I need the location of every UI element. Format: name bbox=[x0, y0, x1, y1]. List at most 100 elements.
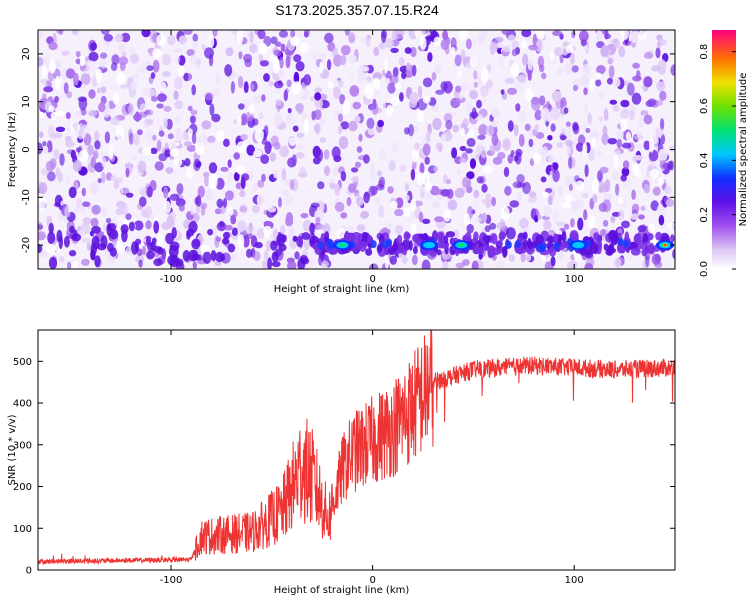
heatmap-cell bbox=[571, 30, 576, 39]
heatmap-cell bbox=[316, 224, 326, 230]
heatmap-cell bbox=[577, 217, 584, 231]
heatmap-cell bbox=[496, 221, 507, 231]
heatmap-cell bbox=[146, 109, 154, 116]
heatmap-gap bbox=[667, 222, 675, 230]
heatmap-cell bbox=[189, 115, 196, 124]
heatmap-cell bbox=[454, 187, 465, 199]
heatmap-cell bbox=[566, 260, 577, 269]
heatmap-cell bbox=[340, 171, 347, 182]
heatmap-cell bbox=[572, 136, 577, 149]
heatmap-cell bbox=[290, 30, 296, 39]
heatmap-cell bbox=[602, 199, 612, 213]
heatmap-cell bbox=[186, 144, 197, 152]
heatmap-cell bbox=[476, 99, 482, 109]
heatmap-cell bbox=[500, 89, 505, 95]
heatmap-cell bbox=[568, 156, 573, 170]
heatmap-cell bbox=[458, 93, 464, 100]
heatmap-cell bbox=[372, 72, 383, 81]
heatmap-cell bbox=[102, 223, 107, 232]
heatmap-cell bbox=[237, 75, 244, 89]
heatmap-cell bbox=[434, 216, 445, 223]
heatmap-band-cell bbox=[231, 227, 238, 236]
heatmap-cell bbox=[283, 194, 292, 207]
heatmap-cell bbox=[489, 222, 497, 230]
heatmap-cell bbox=[38, 182, 48, 195]
heatmap-gap bbox=[236, 141, 247, 154]
heatmap-band-cell bbox=[593, 232, 600, 241]
heatmap-cell bbox=[42, 80, 48, 88]
heatmap-cell bbox=[74, 206, 80, 214]
heatmap-cell bbox=[410, 168, 416, 181]
heatmap-band-cell bbox=[634, 233, 642, 243]
heatmap-gap bbox=[549, 51, 555, 61]
heatmap-cell bbox=[643, 140, 651, 151]
heatmap-band-cell bbox=[607, 247, 617, 254]
heatmap-cell bbox=[75, 58, 81, 65]
heatmap-cell bbox=[191, 84, 196, 96]
heatmap-cell bbox=[502, 45, 511, 53]
heatmap-cell bbox=[297, 32, 302, 38]
heatmap-cell bbox=[205, 188, 213, 201]
heatmap-cell bbox=[491, 133, 499, 146]
heatmap-gap bbox=[617, 196, 624, 205]
heatmap-cell bbox=[164, 149, 172, 158]
heatmap-cell bbox=[659, 90, 667, 101]
heatmap-peak bbox=[569, 240, 588, 251]
heatmap-cell bbox=[72, 160, 82, 172]
heatmap-cell bbox=[81, 187, 86, 197]
heatmap-cell bbox=[356, 146, 363, 153]
heatmap-gap bbox=[564, 194, 573, 202]
heatmap-cell bbox=[616, 128, 624, 141]
heatmap-cell bbox=[445, 178, 452, 185]
heatmap-cell bbox=[286, 79, 292, 88]
heatmap-band-cell bbox=[436, 249, 442, 256]
heatmap-cell bbox=[465, 101, 472, 115]
heatmap-band-cell bbox=[387, 247, 396, 256]
heatmap-cell bbox=[94, 162, 104, 173]
heatmap-cell bbox=[408, 124, 414, 137]
heatmap-cell bbox=[358, 198, 364, 206]
heatmap-cell bbox=[573, 84, 578, 92]
heatmap-cell bbox=[492, 156, 503, 165]
heatmap-cell bbox=[136, 65, 141, 74]
heatmap-cell bbox=[405, 70, 412, 78]
heatmap-cell bbox=[616, 138, 622, 149]
heatmap-cell bbox=[201, 120, 212, 130]
heatmap-band-cell bbox=[121, 229, 128, 243]
heatmap-cell bbox=[46, 171, 56, 182]
heatmap-cell bbox=[626, 82, 635, 96]
heatmap-cell bbox=[331, 166, 340, 176]
heatmap-cell bbox=[606, 77, 614, 85]
heatmap-cell bbox=[433, 166, 438, 172]
heatmap-cell bbox=[540, 107, 550, 121]
heatmap-cell bbox=[145, 220, 152, 230]
heatmap-gap bbox=[236, 116, 242, 126]
heatmap-cell bbox=[220, 166, 229, 172]
heatmap-cell bbox=[445, 231, 456, 238]
heatmap-gap bbox=[386, 104, 394, 117]
heatmap-cell bbox=[53, 148, 60, 160]
heatmap-gap bbox=[141, 147, 152, 155]
heatmap-gap bbox=[209, 34, 215, 48]
heatmap-cell bbox=[612, 104, 620, 112]
heatmap-cell bbox=[398, 56, 405, 66]
heatmap-cell bbox=[607, 138, 617, 145]
heatmap-band-cell bbox=[271, 251, 279, 262]
heatmap-gap bbox=[156, 233, 164, 246]
heatmap-band-cell bbox=[381, 240, 388, 249]
heatmap-cell bbox=[38, 30, 44, 38]
heatmap-cell bbox=[632, 62, 640, 69]
heatmap-cell bbox=[477, 34, 486, 45]
heatmap-cell bbox=[174, 100, 184, 110]
heatmap-band-cell bbox=[165, 232, 175, 245]
heatmap-cell bbox=[300, 212, 309, 219]
heatmap-cell bbox=[340, 212, 348, 219]
heatmap-cell bbox=[67, 261, 72, 269]
heatmap-cell bbox=[178, 35, 187, 45]
heatmap-cell bbox=[176, 183, 184, 195]
heatmap-cell bbox=[224, 64, 233, 77]
heatmap-cell bbox=[43, 86, 54, 93]
heatmap-cell bbox=[621, 220, 630, 229]
heatmap-cell bbox=[303, 238, 310, 250]
heatmap-cell bbox=[630, 31, 639, 43]
